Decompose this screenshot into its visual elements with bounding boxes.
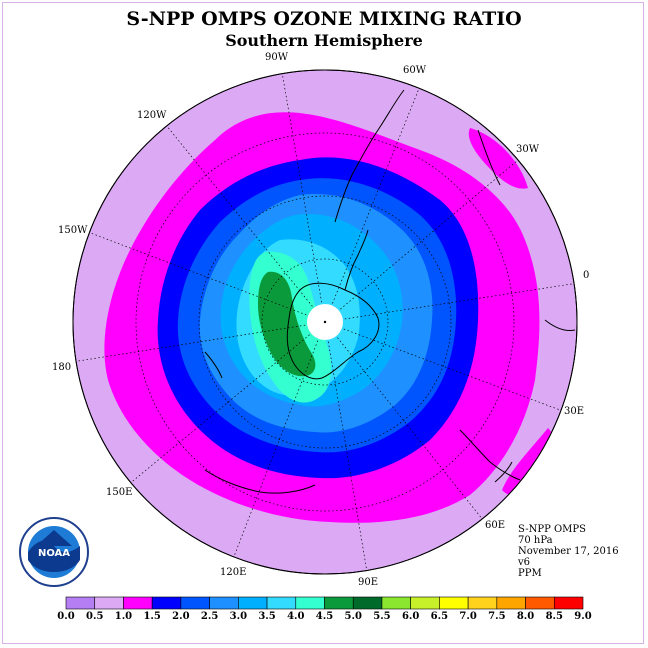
lon-label-150e: 150E [106, 487, 132, 498]
map-title: S-NPP OMPS OZONE MIXING RATIO [126, 8, 522, 30]
noaa-logo-text: NOAA [38, 548, 70, 559]
colorbar-swatch [123, 596, 153, 610]
lon-label-90e: 90E [358, 577, 378, 588]
colorbar-swatch [94, 596, 124, 610]
info-date: November 17, 2016 [518, 546, 619, 557]
lon-label-60w: 60W [403, 65, 427, 76]
colorbar-swatch [439, 596, 469, 610]
lon-label-120w: 120W [137, 110, 167, 121]
colorbar-swatch [381, 596, 411, 610]
contour-4-5 [258, 271, 316, 377]
noaa-logo: NOAA [18, 516, 90, 592]
coastline-south-america [334, 89, 405, 223]
colorbar-tick-label: 8.5 [545, 611, 563, 622]
colorbar-swatch [410, 596, 440, 610]
colorbar-swatch [496, 596, 526, 610]
colorbar-tick-label: 5.0 [344, 611, 362, 622]
colorbar-swatch [65, 596, 96, 610]
colorbar-tick-label: 9.0 [574, 611, 592, 622]
colorbar-tick-label: 3.5 [258, 611, 276, 622]
colorbar-swatch [324, 596, 354, 610]
lon-label-120e: 120E [220, 567, 246, 578]
lon-label-150w: 150W [58, 225, 88, 236]
colorbar-ticks: 0.0 0.5 1.0 1.5 2.0 2.5 3.0 3.5 4.0 4.5 5.0 5.5 6.0 6… [0, 611, 648, 625]
colorbar-swatch [295, 596, 325, 610]
lon-label-90w: 90W [265, 52, 289, 63]
colorbar-tick-label: 8.0 [516, 611, 535, 622]
colorbar-tick-label: 0.0 [57, 611, 75, 622]
contour-1-0-patch-ne [468, 128, 528, 189]
colorbar-tick-label: 6.0 [401, 611, 420, 622]
colorbar-swatch [151, 596, 182, 610]
colorbar-swatch [525, 596, 555, 610]
colorbar-swatch [352, 596, 383, 610]
coastline-east-africa [459, 429, 521, 481]
colorbar-tick-label: 3.0 [229, 611, 248, 622]
coastline-peninsula [344, 229, 369, 291]
colorbar-tick-label: 4.0 [287, 611, 305, 622]
colorbar-swatch [266, 596, 297, 610]
info-level: 70 hPa [518, 535, 553, 546]
lon-label-30e: 30E [564, 406, 584, 417]
colorbar-tick-label: 7.5 [488, 611, 506, 622]
coastline-antarctica [286, 282, 380, 380]
lon-label-30w: 30W [516, 144, 540, 155]
colorbar-swatch [467, 596, 498, 610]
coastline-new-zealand [204, 351, 223, 379]
info-version: v6 [518, 557, 531, 568]
colorbar-tick-label: 5.5 [373, 611, 391, 622]
colorbar-swatch [209, 596, 239, 610]
coastline-australia [204, 469, 316, 494]
info-units: PPM [518, 568, 542, 579]
info-instrument: S-NPP OMPS [518, 524, 586, 535]
colorbar-tick-label: 1.5 [143, 611, 161, 622]
colorbar-tick-label: 2.5 [200, 611, 219, 622]
colorbar [65, 596, 584, 610]
colorbar-tick-label: 1.0 [114, 611, 133, 622]
lon-label-180: 180 [52, 362, 71, 373]
colorbar-swatch [553, 596, 584, 610]
colorbar-tick-label: 6.5 [430, 611, 449, 622]
colorbar-tick-label: 7.0 [459, 611, 477, 622]
map-subtitle: Southern Hemisphere [225, 31, 423, 50]
colorbar-tick-label: 0.5 [86, 611, 104, 622]
lon-label-60e: 60E [485, 520, 505, 531]
coastline-africa [477, 129, 576, 331]
colorbar-tick-label: 2.0 [172, 611, 190, 622]
lon-label-0: 0 [583, 270, 589, 281]
map-info: S-NPP OMPS 70 hPa November 17, 2016 v6 P… [518, 524, 619, 579]
colorbar-swatch [180, 596, 210, 610]
colorbar-tick-label: 4.5 [315, 611, 334, 622]
colorbar-swatch [238, 596, 268, 610]
